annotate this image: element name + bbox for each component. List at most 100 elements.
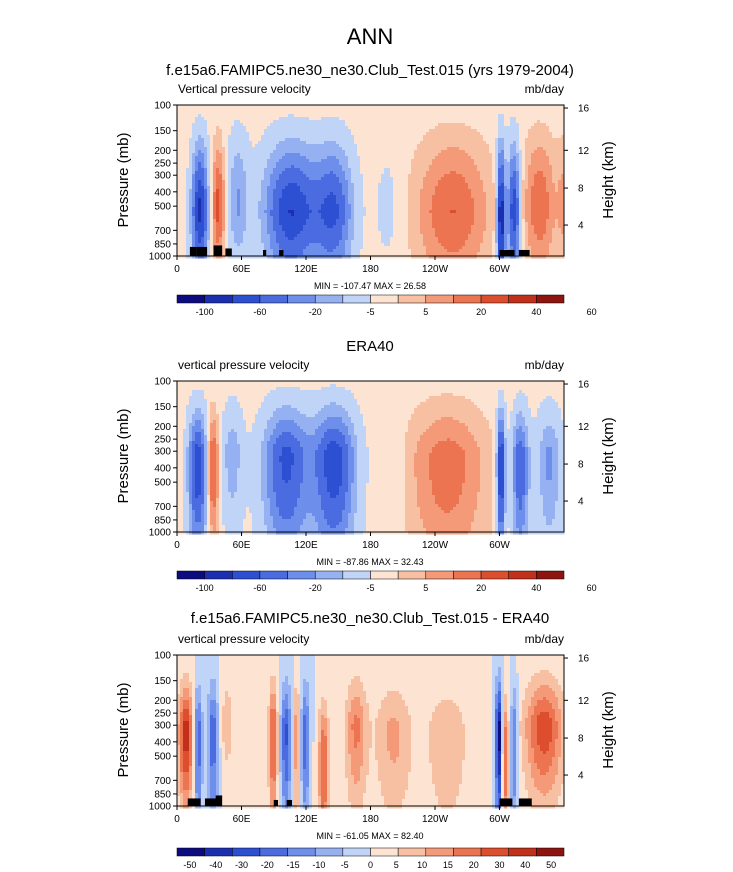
heat-cell	[354, 138, 358, 142]
heat-cell	[540, 159, 544, 163]
heat-cell	[312, 168, 316, 172]
heat-cell	[234, 105, 238, 109]
heat-cell	[396, 126, 400, 130]
heat-cell	[372, 108, 376, 112]
heat-cell	[279, 207, 283, 211]
heat-cell	[336, 132, 340, 136]
heat-cell	[189, 114, 193, 118]
heat-cell	[240, 111, 244, 115]
heat-cell	[468, 171, 472, 175]
heat-cell	[360, 207, 364, 211]
heat-cell	[393, 207, 397, 211]
heat-cell	[321, 129, 325, 133]
heat-cell	[534, 132, 538, 136]
heat-cell	[531, 126, 535, 130]
heat-cell	[183, 195, 187, 199]
heat-cell	[555, 171, 559, 175]
heat-cell	[201, 204, 205, 208]
heat-cell	[426, 189, 430, 193]
heat-cell	[255, 174, 259, 178]
heat-cell	[444, 120, 448, 124]
heat-cell	[465, 189, 469, 193]
heat-cell	[363, 132, 367, 136]
heat-cell	[501, 183, 505, 187]
heat-cell	[444, 165, 448, 169]
heat-cell	[336, 177, 340, 181]
heat-cell	[234, 165, 238, 169]
heat-cell	[480, 156, 484, 160]
heat-cell	[351, 150, 355, 154]
heat-cell	[495, 204, 499, 208]
heat-cell	[348, 135, 352, 139]
heat-cell	[231, 126, 235, 130]
heat-cell	[411, 183, 415, 187]
heat-cell	[279, 195, 283, 199]
heat-cell	[192, 117, 196, 121]
heat-cell	[546, 129, 550, 133]
heat-cell	[357, 117, 361, 121]
heat-cell	[219, 117, 223, 121]
heat-cell	[489, 117, 493, 121]
heat-cell	[384, 162, 388, 166]
heat-cell	[375, 216, 379, 220]
heat-cell	[543, 171, 547, 175]
heat-cell	[543, 201, 547, 205]
heat-cell	[216, 204, 220, 208]
heat-cell	[276, 165, 280, 169]
heat-cell	[522, 114, 526, 118]
heat-cell	[330, 183, 334, 187]
heat-cell	[213, 189, 217, 193]
heat-cell	[486, 141, 490, 145]
heat-cell	[369, 189, 373, 193]
heat-cell	[261, 204, 265, 208]
heat-cell	[180, 156, 184, 160]
heat-cell	[396, 165, 400, 169]
heat-cell	[357, 168, 361, 172]
heat-cell	[492, 153, 496, 157]
heat-cell	[384, 159, 388, 163]
heat-cell	[531, 132, 535, 136]
heat-cell	[381, 168, 385, 172]
heat-cell	[192, 153, 196, 157]
heat-cell	[501, 201, 505, 205]
heat-cell	[252, 183, 256, 187]
heat-cell	[219, 216, 223, 220]
heat-cell	[504, 111, 508, 115]
heat-cell	[324, 204, 328, 208]
heat-cell	[222, 144, 226, 148]
heat-cell	[459, 186, 463, 190]
heat-cell	[210, 189, 214, 193]
heat-cell	[237, 198, 241, 202]
heat-cell	[189, 129, 193, 133]
heat-cell	[330, 114, 334, 118]
heat-cell	[531, 183, 535, 187]
heat-cell	[396, 117, 400, 121]
heat-cell	[453, 144, 457, 148]
heat-cell	[522, 165, 526, 169]
heat-cell	[456, 183, 460, 187]
heat-cell	[519, 198, 523, 202]
heat-cell	[360, 168, 364, 172]
heat-cell	[408, 204, 412, 208]
heat-cell	[201, 144, 205, 148]
heat-cell	[207, 141, 211, 145]
heat-cell	[465, 204, 469, 208]
heat-cell	[483, 126, 487, 130]
heat-cell	[447, 111, 451, 115]
heat-cell	[183, 186, 187, 190]
heat-cell	[525, 189, 529, 193]
heat-cell	[381, 165, 385, 169]
heat-cell	[336, 204, 340, 208]
heat-cell	[225, 189, 229, 193]
heat-cell	[177, 135, 181, 139]
heat-cell	[198, 153, 202, 157]
heat-cell	[300, 126, 304, 130]
heat-cell	[270, 189, 274, 193]
heat-cell	[495, 177, 499, 181]
heat-cell	[309, 168, 313, 172]
heat-cell	[435, 129, 439, 133]
heat-cell	[306, 213, 310, 217]
heat-cell	[285, 204, 289, 208]
heat-cell	[495, 138, 499, 142]
heat-cell	[384, 117, 388, 121]
